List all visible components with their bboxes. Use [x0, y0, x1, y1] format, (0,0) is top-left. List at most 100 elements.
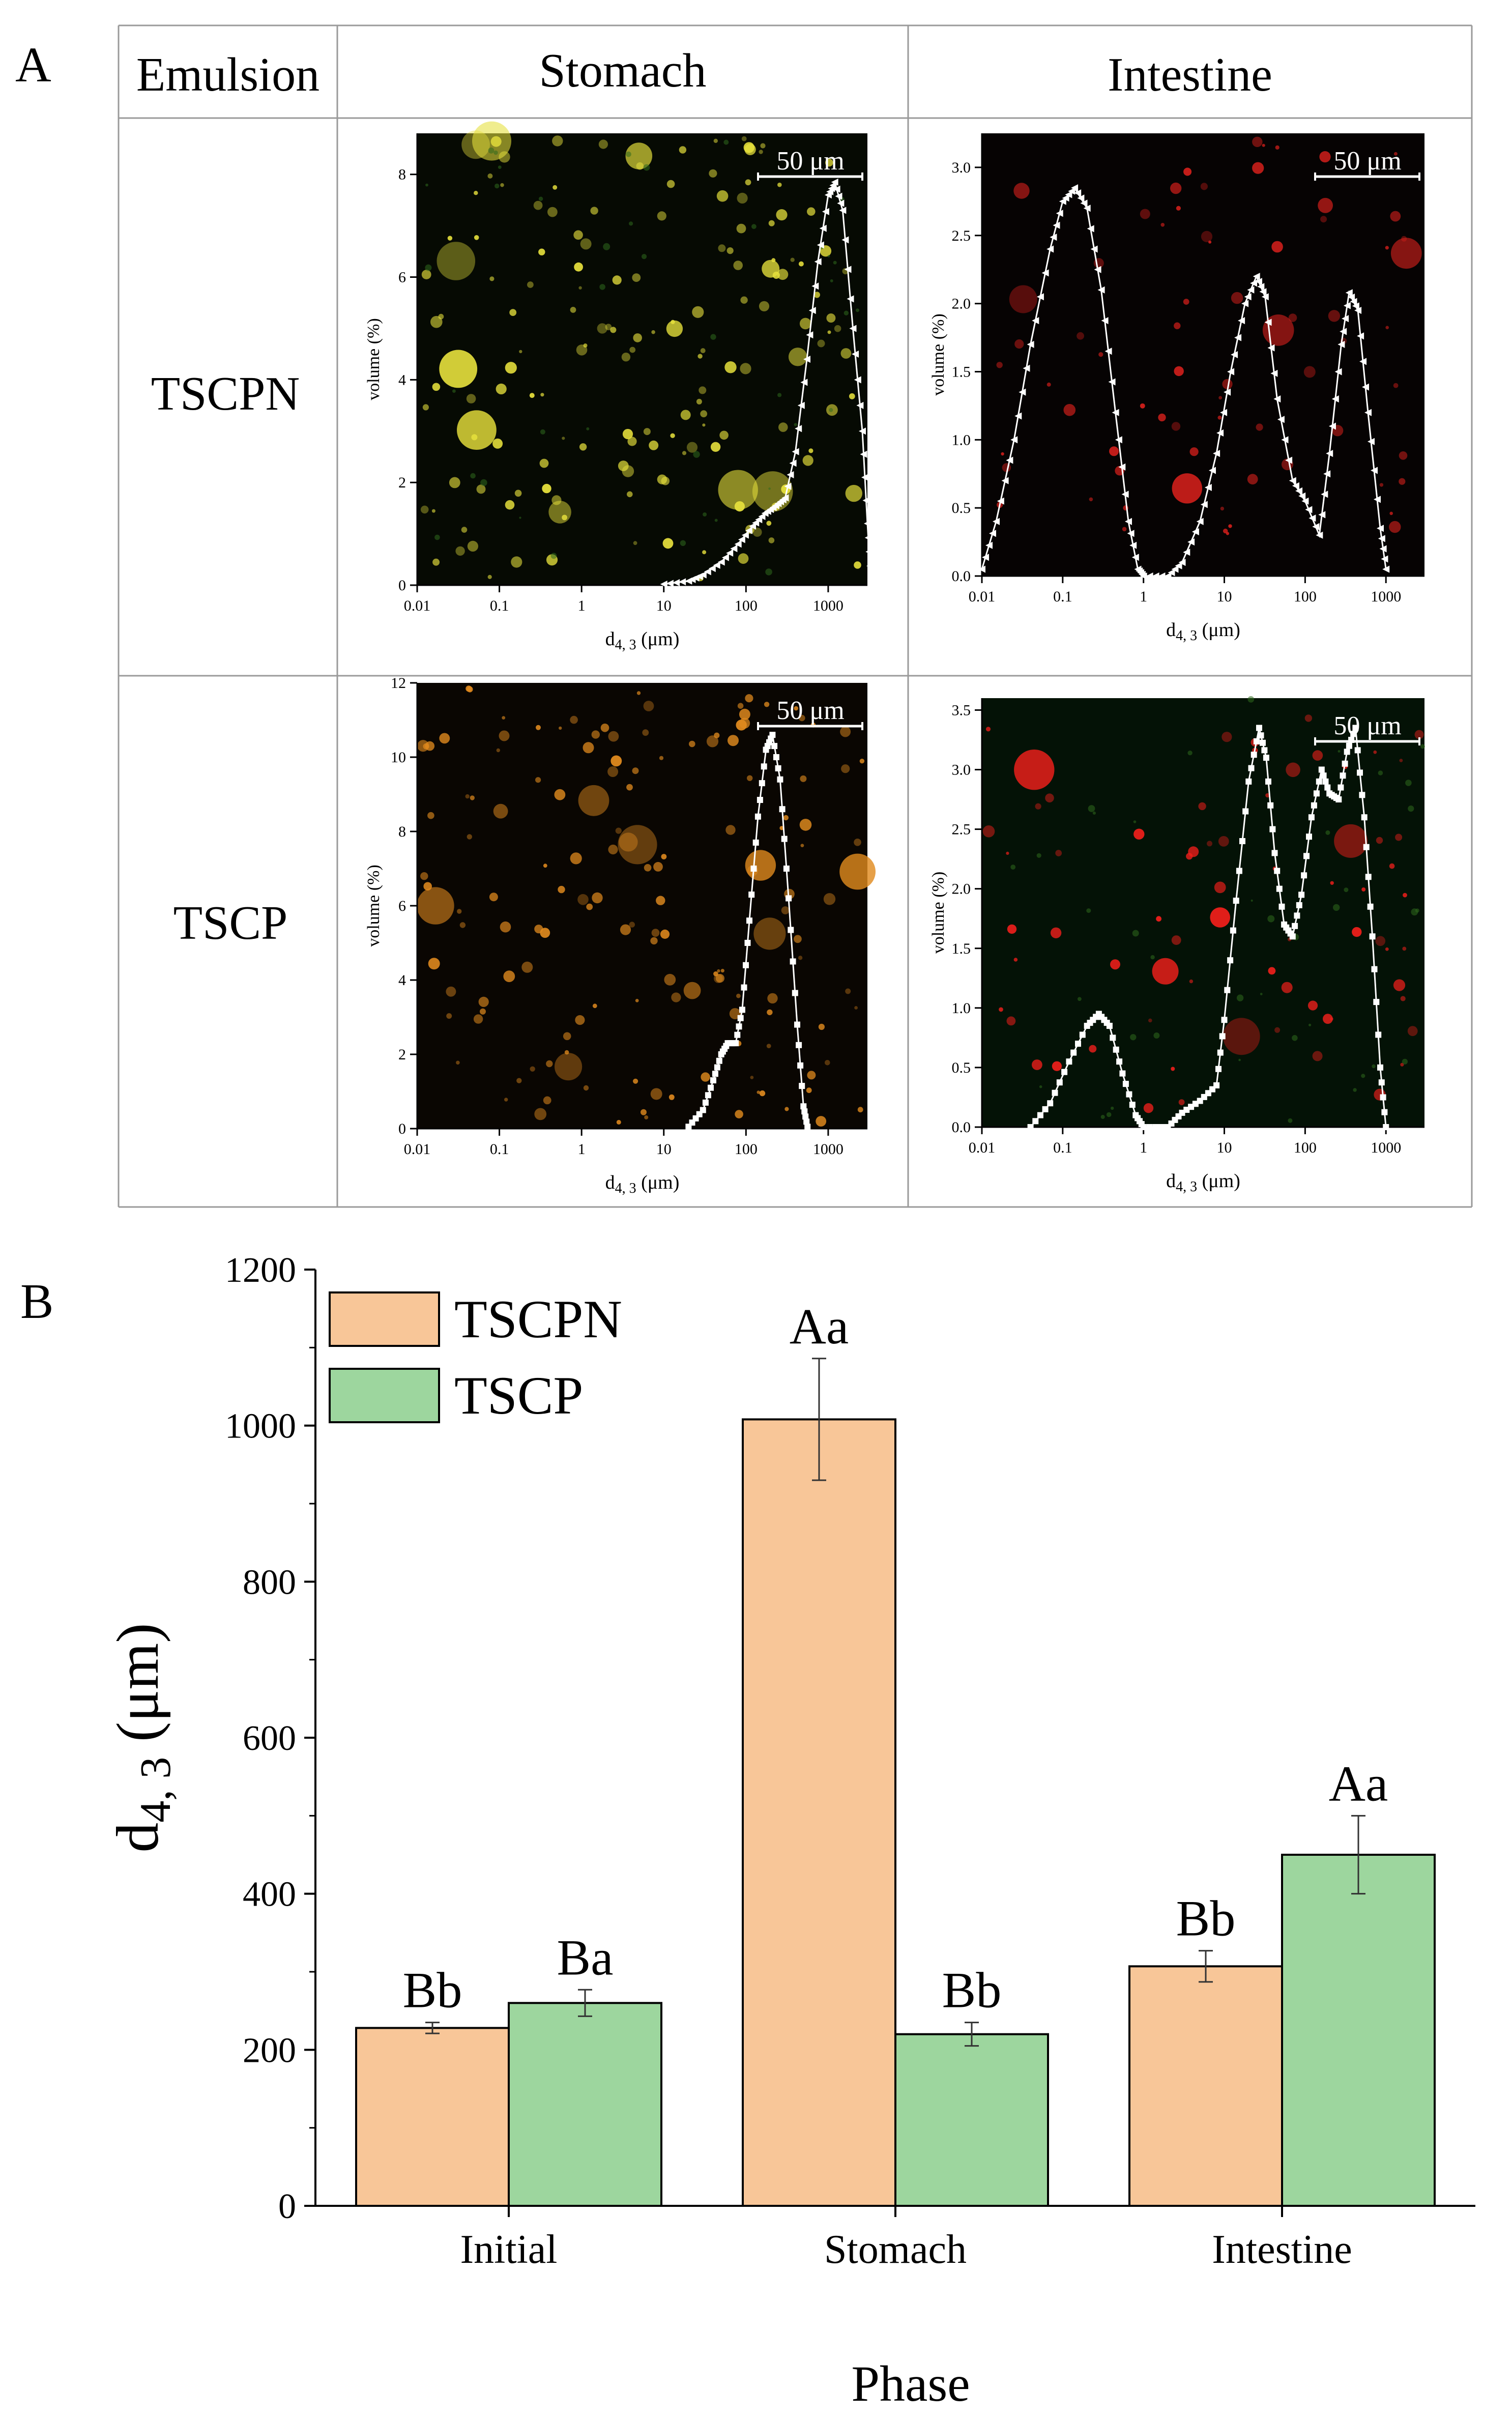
y-tick-label: 0 — [278, 2187, 296, 2226]
droplet — [709, 169, 717, 178]
droplet — [1385, 246, 1389, 250]
distribution-point — [1306, 833, 1312, 840]
distribution-point — [1050, 234, 1057, 241]
droplet — [1171, 935, 1181, 945]
droplet — [432, 558, 440, 566]
droplet — [644, 1115, 649, 1119]
x-tick-label: 10 — [656, 1141, 672, 1158]
distribution-point — [754, 813, 761, 820]
y-tick-label: 1.5 — [952, 940, 971, 957]
droplet — [849, 393, 855, 399]
bar-tscp-intestine — [1281, 1854, 1436, 2207]
droplet-green — [540, 429, 545, 435]
distribution-point — [1245, 778, 1252, 785]
distribution-point — [1257, 283, 1265, 291]
droplet — [1006, 851, 1009, 855]
distribution-point — [1059, 197, 1066, 205]
x-axis-label-unit: (μm) — [636, 628, 680, 650]
distribution-point — [982, 554, 989, 561]
droplet — [657, 474, 667, 484]
legend-swatch-tscpn — [329, 1291, 440, 1347]
droplet — [779, 826, 784, 830]
droplet — [747, 775, 753, 781]
droplet — [487, 574, 492, 579]
distribution-point — [1097, 286, 1105, 294]
droplet — [1393, 152, 1398, 156]
droplet — [1307, 1000, 1318, 1011]
droplet — [784, 1107, 789, 1111]
droplet — [516, 1078, 522, 1083]
droplet — [816, 1116, 827, 1127]
distribution-point — [1276, 885, 1283, 892]
y-tick-label: 3.5 — [952, 702, 971, 718]
droplet — [776, 209, 788, 221]
distribution-point — [1209, 467, 1216, 474]
y-tick-label: 0 — [398, 1120, 406, 1137]
distribution-point — [1094, 266, 1101, 273]
distribution-point — [1383, 1124, 1389, 1130]
distribution-point — [1178, 559, 1186, 566]
droplet-green — [493, 150, 498, 155]
distribution-point — [750, 866, 757, 872]
droplet-green — [827, 255, 830, 257]
row-label-tscpn: TSCPN — [151, 367, 300, 420]
droplet — [1385, 947, 1389, 951]
droplet — [1050, 927, 1062, 939]
droplet — [1032, 1059, 1042, 1070]
distribution-point — [866, 562, 874, 570]
scale-bar-label: 50 μm — [776, 696, 844, 725]
droplet-green — [452, 389, 456, 393]
droplet — [806, 1087, 812, 1094]
droplet — [548, 501, 571, 524]
droplet — [1330, 881, 1334, 885]
droplet — [1143, 1103, 1154, 1113]
droplet — [629, 347, 636, 353]
x-tick-label: 1000 — [813, 597, 844, 614]
droplet — [540, 928, 550, 938]
droplet — [1089, 1045, 1097, 1053]
distribution-point — [726, 549, 734, 557]
distribution-point — [1032, 317, 1039, 325]
distribution-point — [1337, 340, 1345, 348]
y-tick-label: 2 — [398, 1046, 406, 1063]
droplet — [745, 179, 751, 186]
droplet — [542, 483, 551, 494]
droplet — [1006, 1016, 1016, 1026]
droplet — [808, 448, 813, 453]
distribution-point — [1253, 738, 1260, 744]
distribution-point — [1298, 492, 1306, 500]
droplet — [1171, 1067, 1175, 1071]
droplet-green — [1236, 994, 1244, 1001]
droplet-green — [434, 534, 440, 540]
droplet — [1265, 793, 1270, 798]
droplet — [854, 561, 861, 569]
distribution-point — [1301, 497, 1309, 505]
droplet — [473, 1014, 483, 1024]
distribution-point — [1056, 210, 1063, 217]
droplet — [1312, 750, 1323, 761]
droplet — [768, 537, 775, 543]
distribution-point — [1369, 933, 1376, 940]
droplet — [1045, 793, 1054, 802]
microscopy-plot-tscp-intestine: 0.0 0.5 1.0 1.5 2.0 2.5 3.0 3.5 0.01 0.1 1 10 100 100… — [929, 696, 1425, 1195]
y-axis-label: volume (%) — [929, 872, 948, 954]
distribution-point — [1322, 778, 1329, 785]
droplet — [759, 301, 770, 311]
droplet — [841, 764, 850, 773]
droplet — [650, 937, 658, 945]
distribution-point — [1368, 438, 1375, 445]
droplet — [1122, 527, 1127, 532]
distribution-point — [1340, 328, 1347, 335]
x-tick-label: 10 — [1217, 1139, 1232, 1156]
droplet — [530, 1066, 535, 1072]
droplet — [1171, 422, 1181, 431]
droplet — [818, 1023, 825, 1030]
distribution-point — [1274, 868, 1281, 874]
distribution-point — [1261, 747, 1268, 754]
droplet-green — [519, 516, 521, 519]
droplet — [633, 1078, 638, 1084]
droplet — [1275, 145, 1280, 150]
droplet-green — [680, 540, 686, 547]
droplet — [826, 313, 836, 323]
distribution-point — [1231, 351, 1238, 358]
